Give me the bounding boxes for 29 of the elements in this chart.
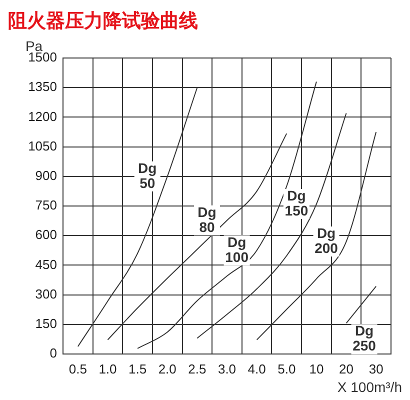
series-label: Dg 100 — [225, 234, 249, 265]
series-label: Dg 150 — [284, 187, 308, 218]
y-tick-label: 900 — [35, 168, 57, 183]
x-tick-label: 2.5 — [188, 361, 206, 376]
y-tick-label: 600 — [35, 227, 57, 242]
chart-title: 阻火器压力降试验曲线 — [8, 10, 198, 34]
y-tick-label: 750 — [35, 198, 57, 213]
y-tick-label: 1350 — [28, 79, 57, 94]
x-tick-label: 4.0 — [248, 361, 266, 376]
y-tick-label: 150 — [35, 316, 57, 331]
series-label: Dg 80 — [198, 204, 216, 235]
x-tick-label: 30 — [368, 361, 384, 376]
series-label: Dg 250 — [352, 322, 376, 354]
x-tick-label: 3.0 — [218, 361, 236, 376]
x-tick-label: 20 — [339, 361, 354, 376]
series-label: Dg 50 — [138, 160, 157, 191]
x-tick-label: 1.0 — [98, 361, 117, 376]
x-tick-label: 1.5 — [128, 361, 147, 376]
x-tick-label: 2.0 — [158, 361, 176, 376]
x-tick-label: 5.0 — [278, 361, 296, 376]
series-label: Dg 200 — [314, 224, 338, 256]
y-tick-label: 450 — [35, 256, 57, 272]
x-tick-label: 0.5 — [68, 361, 87, 376]
y-tick-label: 1200 — [28, 108, 57, 124]
y-tick-label: 1050 — [28, 138, 57, 154]
y-tick-label: 300 — [35, 286, 57, 302]
y-tick-label: 0 — [50, 346, 57, 361]
x-axis-title: X 100m³/h — [337, 378, 402, 395]
x-tick-label: 10 — [309, 361, 324, 376]
